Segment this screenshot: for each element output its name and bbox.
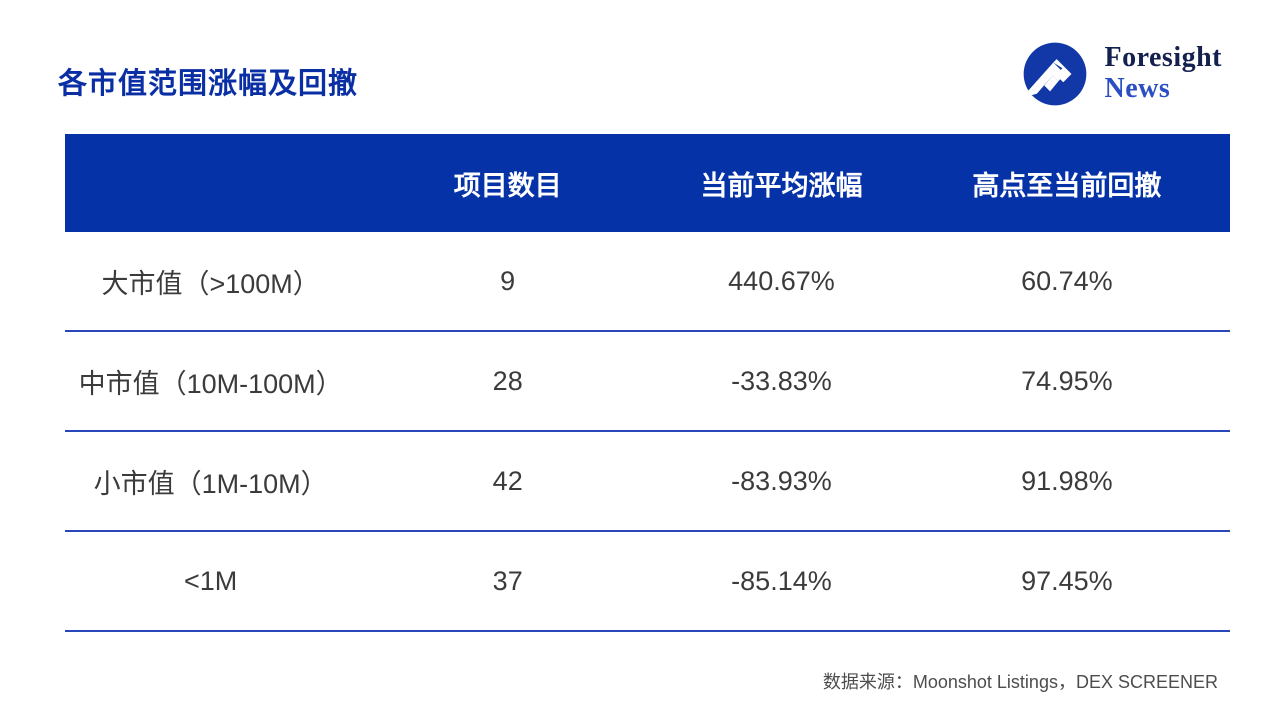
logo-wordmark: Foresight News	[1104, 42, 1222, 105]
page-title: 各市值范围涨幅及回撤	[58, 68, 359, 100]
data-source-note: 数据来源：Moonshot Listings，DEX SCREENER	[822, 672, 1218, 692]
row-count: 28	[492, 365, 523, 396]
row-avg-gain: -83.93%	[731, 465, 832, 496]
logo-word-news: News	[1104, 73, 1171, 104]
header-cell-drawdown: 高点至当前回撤	[972, 170, 1162, 201]
row-drawdown: 74.95%	[1021, 365, 1113, 396]
row-count: 9	[500, 265, 516, 296]
row-avg-gain: 440.67%	[728, 265, 835, 296]
row-drawdown: 60.74%	[1021, 265, 1113, 296]
foresight-news-logo: Foresight News	[1022, 41, 1222, 107]
row-label: 小市值（1M-10M）	[93, 468, 328, 499]
row-drawdown: 97.45%	[1021, 565, 1113, 596]
row-count: 42	[492, 465, 523, 496]
table-row: <1M 37 -85.14% 97.45%	[65, 532, 1230, 632]
header-cell-avg-gain: 当前平均涨幅	[700, 170, 863, 201]
table-row: 中市值（10M-100M） 28 -33.83% 74.95%	[65, 332, 1230, 432]
row-drawdown: 91.98%	[1021, 465, 1113, 496]
row-avg-gain: -85.14%	[731, 565, 832, 596]
row-avg-gain: -33.83%	[731, 365, 832, 396]
table-row: 小市值（1M-10M） 42 -83.93% 91.98%	[65, 432, 1230, 532]
header-cell-count: 项目数目	[453, 170, 562, 201]
foresight-mountain-icon	[1024, 42, 1087, 106]
row-count: 37	[492, 565, 523, 596]
table-header-row: 项目数目 当前平均涨幅 高点至当前回撤	[65, 134, 1230, 232]
row-label: <1M	[183, 565, 238, 596]
row-label: 大市值（>100M）	[101, 268, 320, 299]
market-cap-table: 项目数目 当前平均涨幅 高点至当前回撤 大市值（>100M） 9 440.67%…	[65, 134, 1230, 632]
logo-word-foresight: Foresight	[1104, 42, 1222, 74]
row-label: 中市值（10M-100M）	[78, 368, 343, 399]
table-row: 大市值（>100M） 9 440.67% 60.74%	[65, 232, 1230, 332]
topbar: 各市值范围涨幅及回撤 Foresight News	[58, 34, 1222, 114]
